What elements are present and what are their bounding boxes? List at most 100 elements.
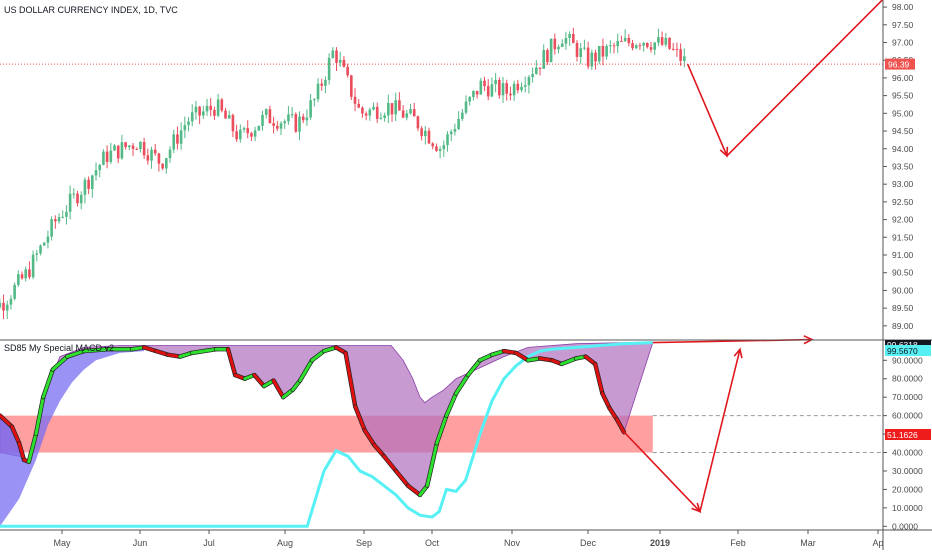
price-candle-body [120, 142, 124, 159]
last-price-tag-label: 96.39 [888, 60, 910, 70]
price-candle-body [257, 125, 261, 131]
price-candle-body [198, 106, 201, 116]
price-axis-label: 90.50 [892, 268, 914, 278]
price-candle-body [449, 131, 453, 135]
price-candle-body [250, 133, 253, 137]
indicator-axis-label: 80.0000 [892, 374, 923, 384]
price-candle-body [165, 158, 168, 169]
price-candle-body [220, 99, 224, 111]
price-candle-body [20, 274, 24, 279]
price-candle-body [135, 148, 139, 150]
price-candle-body [401, 110, 405, 118]
price-candle-body [560, 43, 564, 47]
price-candle-body [605, 46, 608, 57]
indicator-axis-label: 10.0000 [892, 503, 923, 513]
price-candle-body [46, 236, 50, 243]
price-candle-body [176, 134, 179, 144]
time-axis-label: Mar [800, 538, 816, 548]
price-axis-label: 97.50 [892, 20, 914, 30]
price-candle-body [346, 66, 349, 76]
price-candle-body [442, 145, 446, 150]
price-candle-body [679, 49, 682, 61]
price-candle-body [242, 128, 246, 130]
price-candle-body [239, 129, 242, 140]
price-chart-title: US DOLLAR CURRENCY INDEX, 1D, TVC [4, 5, 178, 15]
price-candle-body [24, 269, 28, 279]
price-candle-body [387, 103, 390, 116]
price-candle-body [372, 106, 375, 110]
price-candle-body [435, 146, 438, 151]
price-candle-body [638, 45, 642, 47]
price-candle-body [231, 115, 235, 132]
price-candle-body [283, 121, 287, 124]
price-candle-body [146, 155, 150, 161]
price-candle-body [276, 125, 279, 129]
price-candle-body [35, 253, 39, 255]
indicator-macd-segment [226, 347, 237, 377]
indicator-tag-box-3 [885, 429, 931, 440]
price-axis-label: 89.50 [892, 303, 914, 313]
price-candle-body [494, 79, 497, 85]
price-axis-label: 93.50 [892, 161, 914, 171]
price-candle-body [623, 37, 627, 42]
price-candle-body [161, 163, 164, 169]
price-candle-body [224, 110, 227, 119]
indicator-axis-label: 20.0000 [892, 484, 923, 494]
price-candle-body [261, 114, 264, 126]
price-axis-label: 95.00 [892, 108, 914, 118]
price-candle-body [579, 48, 583, 57]
indicator-macd-segment [17, 441, 26, 462]
price-candle-body [516, 83, 520, 91]
price-candle-body [54, 219, 57, 222]
price-candle-body [17, 274, 20, 285]
price-candle-body [327, 57, 331, 80]
indicator-macd-segment [190, 347, 218, 355]
price-candle-body [583, 47, 586, 49]
time-axis-label: Jul [203, 538, 215, 548]
price-candle-body [627, 37, 631, 44]
price-candle-body [9, 298, 13, 305]
indicator-macd-segment [0, 414, 14, 429]
price-candle-body [102, 151, 105, 165]
indicator-macd-segment [382, 454, 398, 473]
price-candle-body [568, 33, 571, 38]
time-axis-label: 2019 [650, 538, 670, 548]
indicator-macd-segment [514, 351, 530, 362]
price-candle-body [172, 134, 176, 150]
price-axis-label: 92.00 [892, 215, 914, 225]
price-candle-body [87, 179, 90, 189]
price-candle-body [486, 86, 490, 97]
price-candle-body [575, 43, 579, 57]
price-axis-label: 90.00 [892, 285, 914, 295]
indicator-macd-segment [478, 353, 494, 362]
indicator-tag-label-3: 51.1626 [887, 430, 918, 440]
price-candle-body [542, 50, 546, 69]
price-candle-body [398, 100, 401, 111]
price-candle-body [268, 109, 272, 124]
indicator-macd-segment [466, 358, 482, 377]
price-candle-body [76, 193, 79, 204]
price-candle-body [113, 145, 116, 151]
price-candle-body [379, 117, 383, 119]
price-candle-body [31, 254, 35, 278]
price-candle-body [301, 116, 305, 121]
price-candle-body [438, 149, 442, 151]
price-candle-body [668, 37, 671, 49]
price-candle-body [168, 149, 172, 159]
price-candle-body [572, 33, 575, 44]
price-candle-body [409, 109, 412, 114]
indicator-axis-label: 40.0000 [892, 448, 923, 458]
indicator-macd-segment [252, 373, 266, 388]
indicator-macd-segment [444, 391, 458, 418]
price-candle-body [553, 38, 557, 50]
price-candle-body [468, 96, 472, 102]
price-candle-body [124, 142, 127, 148]
price-candle-body [631, 43, 634, 49]
price-candle-body [305, 117, 309, 121]
price-candle-body [183, 125, 187, 131]
price-candle-body [50, 219, 53, 237]
indicator-macd-segment [363, 428, 376, 447]
price-candle-body [498, 79, 501, 96]
